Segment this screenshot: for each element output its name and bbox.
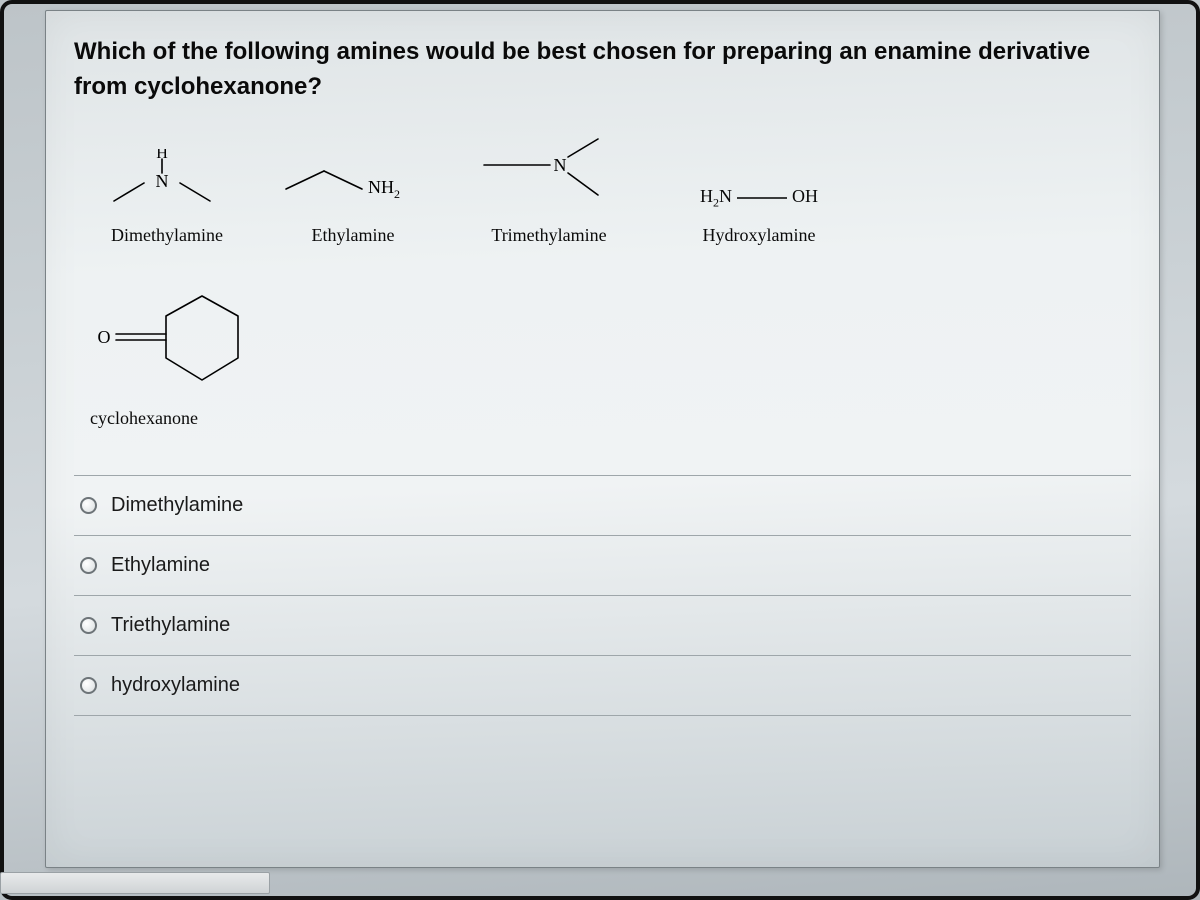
options-list: Dimethylamine Ethylamine Triethylamine h… [74, 475, 1131, 716]
cyclohexanone-svg: O [90, 284, 270, 402]
cyclohexanone-label: cyclohexanone [90, 408, 198, 429]
ethylamine-svg: NH2 [268, 149, 438, 219]
radio-icon[interactable] [80, 677, 97, 694]
radio-icon[interactable] [80, 557, 97, 574]
hx-right: OH [792, 186, 818, 206]
option-ethylamine[interactable]: Ethylamine [74, 536, 1131, 596]
hx-left: H [700, 186, 713, 206]
question-card: Which of the following amines would be b… [45, 10, 1160, 868]
oxygen-label: O [98, 327, 111, 347]
structure-dimethylamine: N H Dimethylamine [92, 133, 242, 246]
dimethylamine-svg: N H [92, 149, 242, 219]
dimethylamine-label: Dimethylamine [111, 225, 223, 246]
option-label: Dimethylamine [111, 494, 243, 517]
h-atom: H [156, 149, 168, 162]
trimethylamine-label: Trimethylamine [491, 225, 606, 246]
radio-icon[interactable] [80, 497, 97, 514]
option-label: Ethylamine [111, 554, 210, 577]
nh-sub: 2 [394, 187, 400, 201]
nh-text: NH [368, 177, 394, 197]
cyclohexanone-block: O cyclohexanone [74, 284, 1131, 429]
question-text: Which of the following amines would be b… [74, 35, 1131, 105]
hydroxylamine-formula: H2NOH [700, 186, 818, 211]
option-triethylamine[interactable]: Triethylamine [74, 596, 1131, 656]
option-dimethylamine[interactable]: Dimethylamine [74, 476, 1131, 536]
option-label: Triethylamine [111, 614, 230, 637]
svg-text:NH2: NH2 [368, 177, 400, 201]
structure-ethylamine: NH2 Ethylamine [268, 133, 438, 246]
trimethylamine-svg: N [464, 133, 634, 219]
hydroxylamine-label: Hydroxylamine [703, 225, 816, 246]
structures-row: N H Dimethylamine NH2 Ethylamine [74, 133, 1131, 246]
option-hydroxylamine[interactable]: hydroxylamine [74, 656, 1131, 716]
option-label: hydroxylamine [111, 674, 240, 697]
hx-mid: N [719, 186, 732, 206]
n-atom: N [156, 171, 169, 191]
bottom-bar [0, 872, 270, 894]
trimethyl-n: N [554, 155, 567, 175]
structure-trimethylamine: N Trimethylamine [464, 133, 634, 246]
structure-hydroxylamine: H2NOH Hydroxylamine [700, 133, 818, 246]
radio-icon[interactable] [80, 617, 97, 634]
ethylamine-label: Ethylamine [312, 225, 395, 246]
